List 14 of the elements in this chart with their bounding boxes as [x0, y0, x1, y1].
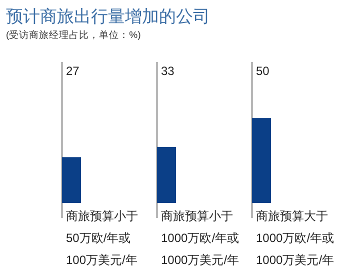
- category-label: 1000万美元/年: [256, 253, 334, 267]
- data-label: 33: [161, 64, 174, 78]
- data-label: 27: [66, 64, 80, 78]
- category-label: 50万欧/年或: [66, 231, 131, 245]
- title: 预计商旅出行量增加的公司: [6, 7, 210, 26]
- category-label: 100万美元/年: [66, 253, 138, 267]
- category-label: 1000万美元/年: [161, 253, 240, 267]
- subtitle: (受访商旅经理占比，单位：%): [6, 30, 141, 41]
- category-label: 1000万欧/年或: [161, 231, 240, 245]
- category-label: 商旅预算大于: [256, 209, 328, 223]
- data-label: 50: [256, 64, 270, 78]
- category-label: 1000万欧/年或: [256, 231, 334, 245]
- category-label: 商旅预算小于: [161, 209, 233, 223]
- category-label: 商旅预算小于: [66, 209, 138, 223]
